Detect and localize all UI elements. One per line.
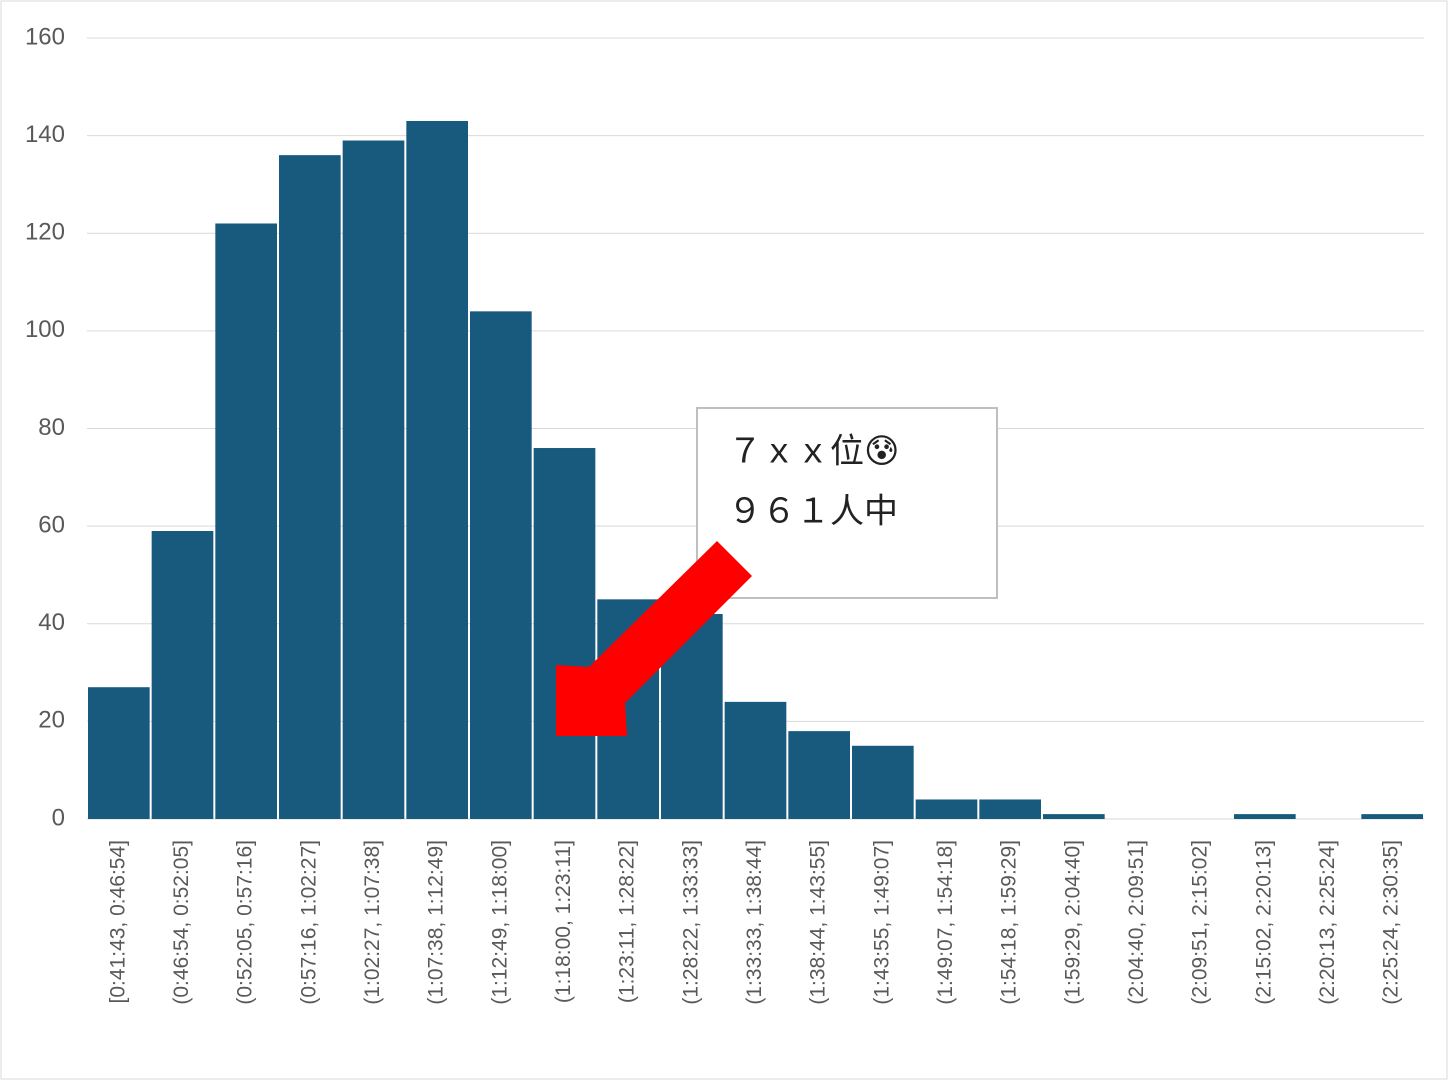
callout-box bbox=[696, 407, 998, 599]
y-tick-label: 140 bbox=[25, 121, 65, 148]
x-tick-label: (1:12:49, 1:18:00] bbox=[488, 840, 511, 1005]
y-tick-label: 120 bbox=[25, 219, 65, 246]
y-tick-label: 80 bbox=[38, 414, 65, 441]
x-tick-label: (1:49:07, 1:54:18] bbox=[934, 840, 957, 1005]
x-tick-label: (0:52:05, 0:57:16] bbox=[234, 840, 257, 1005]
bar bbox=[406, 120, 468, 819]
bar bbox=[1043, 814, 1105, 819]
y-tick-label: 40 bbox=[38, 609, 65, 636]
y-tick-label: 0 bbox=[52, 804, 65, 831]
x-tick-label: (1:43:55, 1:49:07] bbox=[870, 840, 893, 1005]
bar bbox=[279, 155, 341, 819]
bar bbox=[1234, 814, 1296, 819]
bar bbox=[852, 745, 914, 819]
bar bbox=[788, 731, 850, 819]
x-tick-label: (1:07:38, 1:12:49] bbox=[425, 840, 448, 1005]
bar bbox=[215, 223, 277, 820]
y-tick-label: 20 bbox=[38, 707, 65, 734]
x-tick-label: (2:20:13, 2:25:24] bbox=[1316, 840, 1339, 1005]
x-tick-label: (1:59:29, 2:04:40] bbox=[1061, 840, 1084, 1005]
x-tick-label: (1:02:27, 1:07:38] bbox=[361, 840, 384, 1005]
y-tick-label: 60 bbox=[38, 511, 65, 538]
y-tick-label: 100 bbox=[25, 316, 65, 343]
x-tick-label: (2:15:02, 2:20:13] bbox=[1252, 840, 1275, 1005]
bar bbox=[470, 311, 532, 819]
x-tick-label: (1:54:18, 1:59:29] bbox=[998, 840, 1021, 1005]
bar bbox=[533, 448, 596, 819]
x-tick-label: (0:46:54, 0:52:05] bbox=[170, 840, 193, 1005]
bar bbox=[724, 701, 787, 819]
y-tick-label: 160 bbox=[25, 23, 65, 50]
x-tick-label: (1:38:44, 1:43:55] bbox=[807, 840, 830, 1005]
bar bbox=[979, 799, 1041, 819]
x-tick-label: (1:23:11, 1:28:22] bbox=[616, 840, 639, 1003]
annotation-line: ９６１人中 bbox=[728, 492, 898, 532]
bar bbox=[342, 140, 405, 820]
bar bbox=[151, 531, 214, 819]
x-tick-label: (1:18:00, 1:23:11] bbox=[552, 840, 575, 1003]
bar bbox=[915, 799, 978, 819]
x-tick-label: (1:33:33, 1:38:44] bbox=[743, 840, 766, 1005]
x-tick-label: [0:41:43, 0:46:54] bbox=[106, 840, 129, 1003]
x-tick-label: (1:28:22, 1:33:33] bbox=[679, 840, 702, 1005]
bar bbox=[88, 687, 150, 819]
annotation-line: ７ｘｘ位😰 bbox=[728, 432, 899, 472]
plot-area: 0 20 40 60 80 100 120 140 160 [0:41:43, 0:46:54] (… bbox=[25, 23, 1424, 1005]
x-tick-label: (2:09:51, 2:15:02] bbox=[1189, 840, 1212, 1005]
x-tick-label: (2:25:24, 2:30:35] bbox=[1380, 840, 1403, 1005]
x-tick-label: (0:57:16, 1:02:27] bbox=[297, 840, 320, 1005]
arrow bbox=[556, 541, 752, 736]
x-tick-label: (2:04:40, 2:09:51] bbox=[1125, 840, 1148, 1005]
bar bbox=[1361, 814, 1423, 819]
